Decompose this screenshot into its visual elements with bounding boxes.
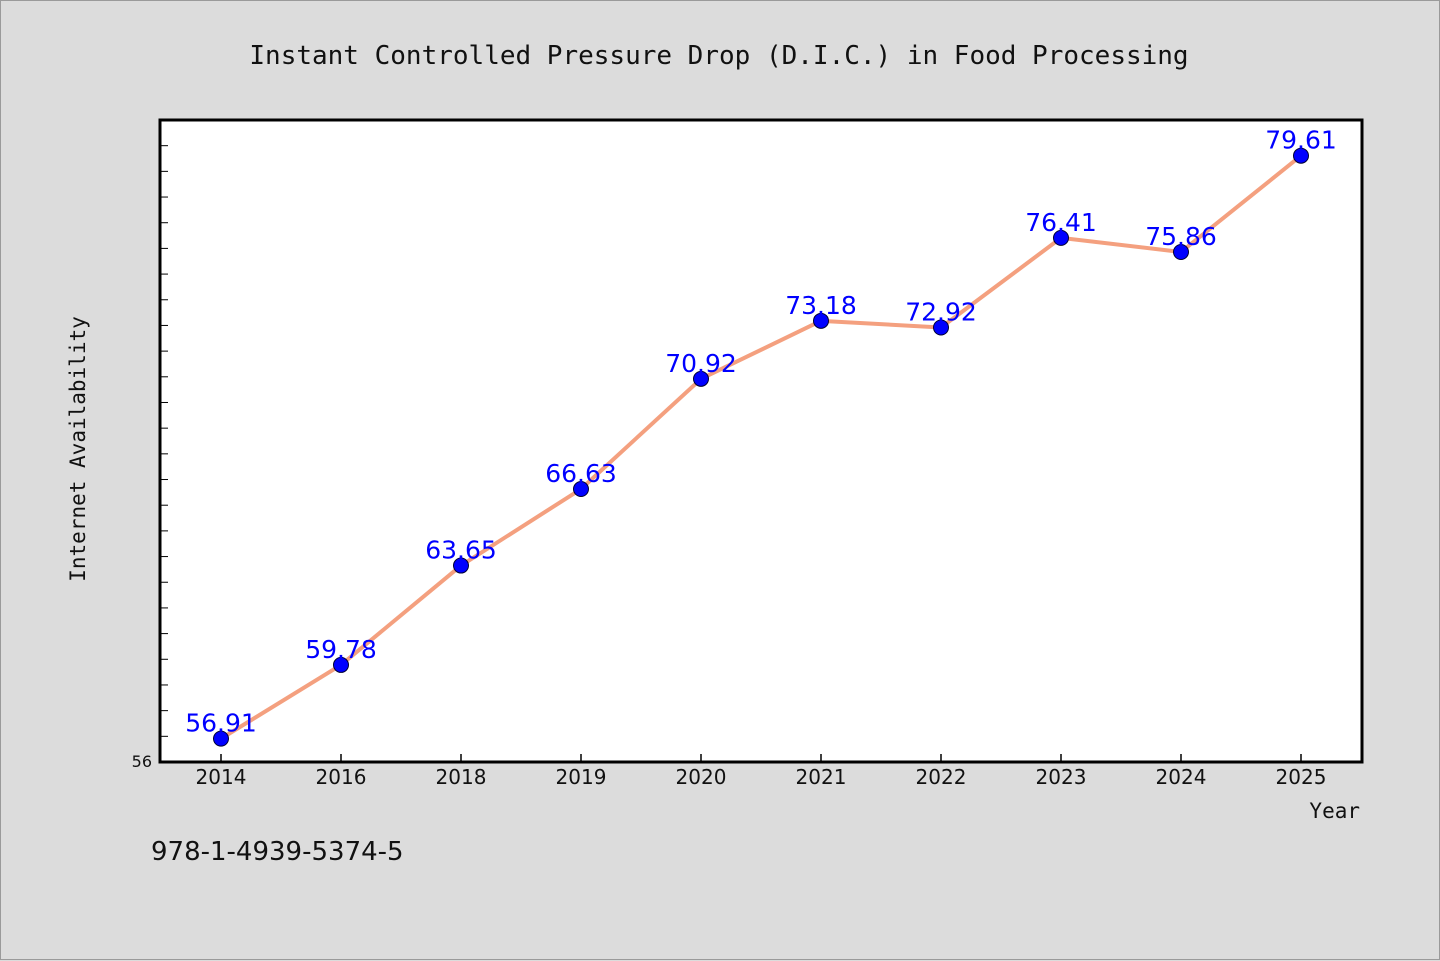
data-markers: [213, 147, 1309, 747]
x-tick-label: 2020: [676, 765, 727, 789]
data-label: 76.41: [1025, 208, 1097, 237]
x-tick-label: 2019: [556, 765, 607, 789]
data-label: 63.65: [425, 536, 497, 565]
data-label: 75.86: [1145, 222, 1217, 251]
data-point: [813, 312, 829, 329]
y-axis-title: Internet Availability: [66, 316, 90, 582]
data-point: [1293, 147, 1309, 164]
data-point: [453, 557, 469, 574]
y-tick-label: 56: [132, 752, 152, 771]
data-label: 66.63: [545, 459, 617, 488]
x-tick-label: 2025: [1276, 765, 1327, 789]
data-label: 79.61: [1265, 126, 1337, 155]
x-tick-label: 2021: [796, 765, 847, 789]
x-tick-label: 2024: [1156, 765, 1207, 789]
y-axis-ticks: [160, 145, 168, 737]
data-point: [933, 319, 949, 336]
data-label: 73.18: [785, 291, 857, 320]
x-tick-label: 2018: [436, 765, 487, 789]
data-labels: 56.91 59.78 63.65 66.63 70.92 73.18 72.92 76.41…: [185, 126, 1337, 738]
data-point: [1053, 229, 1069, 246]
data-point: [213, 730, 229, 747]
x-axis-ticks: 2014 2016 2018 2019 2020 2021 2022 2023 2024 2025: [196, 754, 1327, 789]
plot-area: [158, 118, 1364, 764]
isbn-label: 978-1-4939-5374-5: [151, 837, 404, 867]
x-tick-label: 2023: [1036, 765, 1087, 789]
x-axis-title: Year: [1309, 799, 1360, 823]
chart-title: Instant Controlled Pressure Drop (D.I.C.…: [249, 41, 1188, 71]
x-tick-label: 2016: [316, 765, 367, 789]
data-label: 56.91: [185, 709, 257, 738]
data-point: [693, 370, 709, 387]
data-point: [1173, 243, 1189, 260]
data-point: [573, 481, 589, 498]
data-label: 59.78: [305, 635, 377, 664]
x-tick-label: 2014: [196, 765, 247, 789]
x-tick-label: 2022: [916, 765, 967, 789]
data-point: [333, 656, 349, 673]
data-label: 72.92: [905, 297, 977, 326]
series-line: [219, 154, 1303, 741]
data-label: 70.92: [665, 349, 737, 378]
